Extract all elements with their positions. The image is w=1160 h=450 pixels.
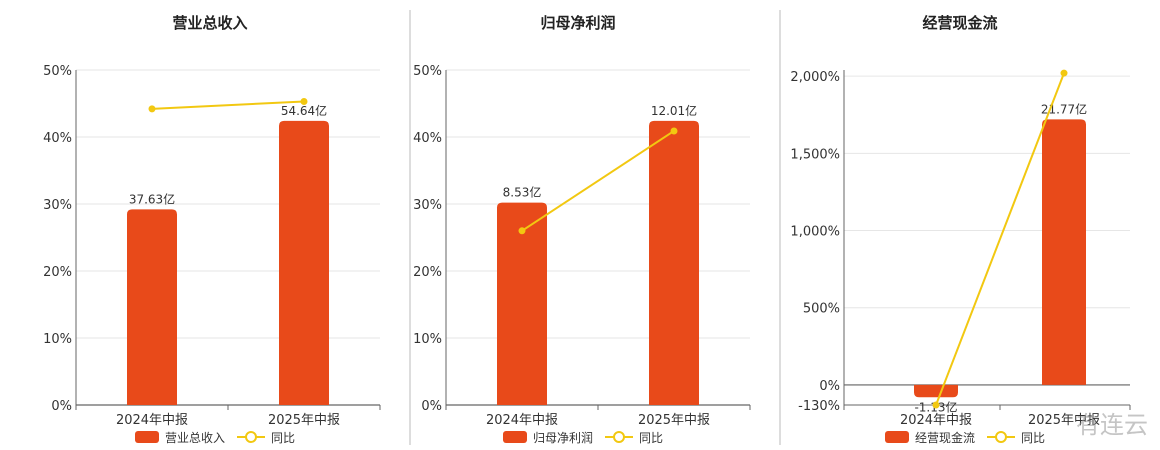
- x-tick-label: 2024年中报: [900, 413, 972, 428]
- yoy-line: [151, 100, 305, 110]
- watermark-text: 有连云: [1076, 411, 1148, 439]
- y-tick-label: 30%: [413, 198, 442, 213]
- legend-bar-label: 营业总收入: [165, 431, 225, 445]
- legend-line-label: 同比: [271, 431, 295, 445]
- bar-1: [914, 384, 958, 398]
- yoy-point: [300, 97, 308, 105]
- x-tick-label: 2025年中报: [268, 413, 340, 428]
- yoy-point: [518, 227, 526, 235]
- y-tick-label: 0%: [819, 379, 840, 394]
- bar-1: [497, 202, 547, 405]
- y-tick-label: 0%: [51, 399, 72, 414]
- legend-line-marker: [613, 431, 625, 443]
- bar-data-label: 8.53亿: [503, 185, 542, 200]
- x-tick-label: 2024年中报: [116, 413, 188, 428]
- yoy-point: [932, 401, 940, 409]
- yoy-point: [1060, 69, 1068, 77]
- yoy-point: [670, 127, 678, 135]
- y-tick-label: 2,000%: [790, 70, 840, 85]
- bar-2: [649, 120, 699, 406]
- legend-bar-label: 经营现金流: [915, 430, 975, 445]
- legend-line-marker: [995, 431, 1007, 443]
- legend-bar-swatch: [885, 431, 909, 443]
- bar-2: [279, 120, 329, 406]
- legend-line-label: 同比: [1021, 431, 1045, 445]
- y-tick-label: 0%: [421, 399, 442, 414]
- yoy-line: [521, 130, 675, 232]
- bar-data-label: 54.64亿: [281, 103, 327, 118]
- bar-data-label: 12.01亿: [651, 103, 697, 118]
- y-tick-label: 20%: [413, 265, 442, 280]
- y-tick-label: 30%: [43, 198, 72, 213]
- yoy-point: [148, 105, 156, 113]
- y-tick-label: 10%: [413, 332, 442, 347]
- bar-1: [127, 209, 177, 405]
- chart-title-1: 营业总收入: [172, 14, 247, 32]
- chart-title-3: 经营现金流: [922, 14, 997, 32]
- y-tick-label: 50%: [413, 64, 442, 79]
- y-tick-label: 20%: [43, 265, 72, 280]
- bar-2: [1042, 119, 1086, 385]
- chart-title-2: 归母净利润: [540, 14, 615, 32]
- legend-bar-label: 归母净利润: [533, 431, 593, 445]
- y-tick-label: 1,500%: [790, 147, 840, 162]
- y-tick-label: -130%: [798, 399, 840, 414]
- y-tick-label: 50%: [43, 64, 72, 79]
- legend-bar-swatch: [135, 431, 159, 443]
- y-tick-label: 1,000%: [790, 225, 840, 240]
- y-tick-label: 40%: [43, 131, 72, 146]
- y-tick-label: 10%: [43, 332, 72, 347]
- legend-line-marker: [245, 431, 257, 443]
- legend-bar-swatch: [503, 431, 527, 443]
- x-tick-label: 2024年中报: [486, 413, 558, 428]
- x-tick-label: 2025年中报: [638, 413, 710, 428]
- y-tick-label: 40%: [413, 131, 442, 146]
- yoy-line: [935, 72, 1065, 406]
- y-tick-label: 500%: [803, 302, 840, 317]
- legend-line-label: 同比: [639, 431, 663, 445]
- bar-data-label: 37.63亿: [129, 191, 175, 206]
- x-tick-label: 2025年中报: [1028, 413, 1100, 428]
